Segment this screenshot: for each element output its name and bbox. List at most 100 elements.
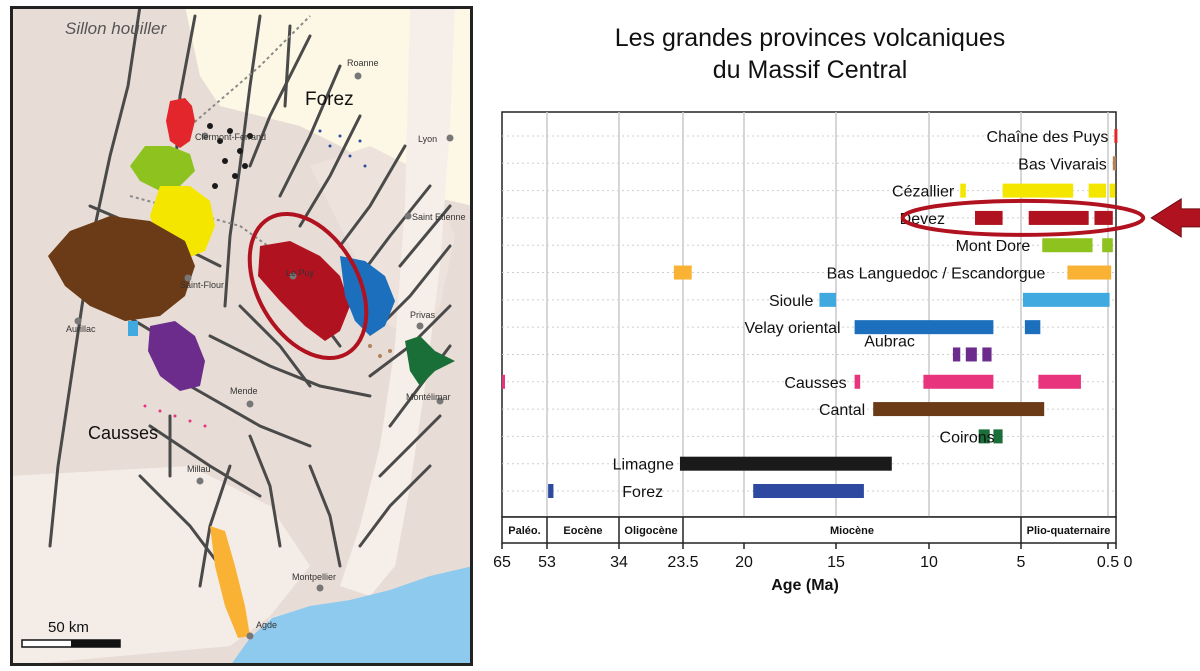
bar-causses	[854, 374, 861, 389]
map-label-causses: Causses	[88, 423, 158, 443]
city-aurillac: Aurillac	[66, 324, 96, 334]
chart-title-line-2: du Massif Central	[712, 56, 908, 84]
bar-forez	[753, 484, 864, 498]
mont-dore-province	[130, 146, 195, 191]
causses-dots	[143, 404, 207, 428]
series-label-mont-dore: Mont Dore	[956, 238, 1031, 255]
series-label-velay-oriental: Velay oriental	[745, 320, 841, 337]
bar-causses	[502, 374, 505, 389]
bar-devez	[1028, 210, 1089, 225]
series-label-c-zallier: Cézallier	[892, 184, 955, 201]
dotted-fault-2	[189, 15, 311, 127]
bar-aubrac	[982, 347, 992, 362]
tick-label: 23.5	[667, 554, 698, 571]
forez-dots	[318, 129, 367, 168]
bar-c-zallier	[960, 183, 966, 198]
bar-cha-ne-des-puys	[1114, 129, 1118, 143]
bar-aubrac	[965, 347, 977, 362]
period-strip-frame	[501, 516, 1117, 544]
city-clermont: Clermont-Ferrand	[195, 132, 266, 142]
chart-x-ticks: 65 53 34 23.5 20 15 10 5 0.5 0	[493, 543, 1133, 571]
tick-label: 20	[735, 554, 753, 571]
city-roanne: Roanne	[347, 58, 379, 68]
map-label-forez: Forez	[305, 89, 354, 110]
geological-map: Sillon houiller Forez Causses Roanne Cle…	[10, 4, 473, 666]
scale-label: 50 km	[48, 619, 89, 636]
bar-causses	[923, 374, 994, 389]
cantal-province	[48, 216, 195, 321]
series-label-limagne: Limagne	[613, 457, 674, 474]
rhone-valley	[340, 6, 455, 596]
devez-province	[258, 241, 350, 341]
sioule-spot	[128, 321, 138, 336]
bar-velay-oriental	[1024, 320, 1041, 335]
city-lyon: Lyon	[418, 134, 437, 144]
series-label-bas-languedoc-escandorgue: Bas Languedoc / Escandorgue	[827, 266, 1046, 283]
chart-panel: Les grandes provinces volcaniques du Mas…	[480, 0, 1200, 670]
tick-label: 15	[827, 554, 845, 571]
bar-velay-oriental	[854, 320, 994, 335]
bar-bas-vivarais	[1112, 156, 1116, 171]
series-label-cha-ne-des-puys: Chaîne des Puys	[987, 129, 1109, 146]
devez-highlight-ellipse	[247, 211, 369, 361]
tick-label: 65	[493, 554, 511, 571]
city-privas: Privas	[410, 310, 436, 320]
bar-limagne	[679, 456, 892, 471]
city-markers	[74, 72, 454, 640]
devez-highlight	[900, 198, 1200, 238]
chaine-des-puys-province	[166, 98, 195, 148]
tick-label: 0.5	[1097, 554, 1119, 571]
bar-mont-dore	[1042, 238, 1093, 253]
period-label: Paléo.	[508, 525, 540, 537]
tick-label: 10	[920, 554, 938, 571]
highlight-arrow	[1150, 198, 1200, 238]
city-saint-etienne: Saint Etienne	[412, 212, 466, 222]
bar-coirons	[993, 429, 1003, 444]
bar-c-zallier	[1088, 183, 1107, 198]
bas-vivarais-dots	[368, 344, 392, 358]
city-millau: Millau	[187, 464, 211, 474]
tick-label: 0	[1124, 554, 1133, 571]
coirons-province	[405, 336, 455, 386]
city-saint-flour: Saint-Flour	[180, 280, 224, 290]
highlight-ellipse	[900, 198, 1146, 237]
city-montpellier: Montpellier	[292, 572, 336, 582]
series-label-causses: Causses	[784, 375, 846, 392]
period-label: Plio-quaternaire	[1027, 525, 1111, 537]
bar-bas-languedoc-escandorgue	[1067, 265, 1112, 280]
chart-title-line-1: Les grandes provinces volcaniques	[614, 24, 1006, 52]
bar-devez	[1094, 210, 1113, 225]
series-label-cantal: Cantal	[819, 402, 865, 419]
series-label-forez: Forez	[622, 484, 663, 501]
velay-oriental-province	[340, 256, 395, 336]
series-label-aubrac: Aubrac	[864, 333, 915, 350]
period-label: Eocène	[563, 525, 602, 537]
bar-mont-dore	[1102, 238, 1113, 253]
bar-coirons	[978, 429, 990, 444]
bar-aubrac	[952, 347, 961, 362]
bas-languedoc-province	[210, 526, 250, 638]
chart-period-strip: Paléo. Eocène Oligocène Miocène Plio-quatern…	[501, 516, 1117, 544]
city-montelimar: Montélimar	[406, 392, 451, 402]
chart-bars	[502, 129, 1118, 498]
limagne-dots	[207, 123, 253, 189]
bar-c-zallier	[1109, 183, 1116, 198]
bar-sioule	[819, 292, 836, 307]
period-label: Miocène	[830, 525, 874, 537]
series-label-bas-vivarais: Bas Vivarais	[1018, 156, 1107, 173]
plot-frame	[501, 111, 1117, 518]
bar-cantal	[873, 402, 1045, 417]
sea-area	[230, 566, 473, 666]
map-svg: Sillon houiller Forez Causses Roanne Cle…	[10, 4, 473, 666]
bar-forez	[548, 484, 554, 498]
city-agde: Agde	[256, 620, 277, 630]
city-le-puy: Le Puy	[286, 268, 315, 278]
bar-sioule	[1022, 292, 1110, 307]
tick-label: 34	[610, 554, 628, 571]
series-label-sioule: Sioule	[769, 293, 814, 310]
map-label-sillon: Sillon houiller	[65, 19, 167, 38]
bar-causses	[1038, 374, 1081, 389]
x-axis-label: Age (Ma)	[771, 577, 839, 594]
tick-label: 5	[1017, 554, 1026, 571]
